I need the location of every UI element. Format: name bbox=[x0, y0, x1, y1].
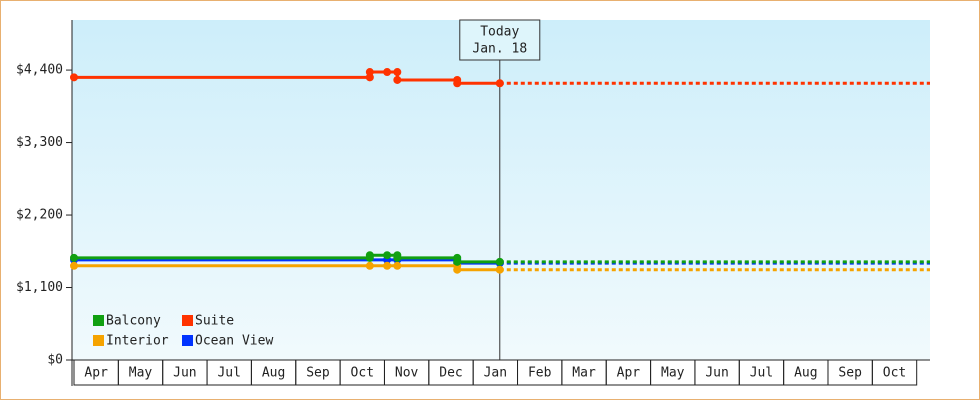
x-tick-label: Jan bbox=[484, 366, 507, 381]
legend-label: Balcony bbox=[106, 314, 161, 329]
x-tick-label: Jul bbox=[217, 366, 240, 381]
legend-label: Ocean View bbox=[195, 334, 273, 349]
point bbox=[393, 253, 402, 262]
point bbox=[365, 68, 374, 77]
legend-swatch bbox=[93, 315, 104, 326]
x-tick-label: Dec bbox=[439, 366, 462, 381]
y-tick-label: $0 bbox=[47, 353, 63, 368]
y-tick-label: $2,200 bbox=[16, 208, 63, 223]
x-tick-label: Oct bbox=[351, 366, 374, 381]
point bbox=[383, 68, 392, 77]
legend-swatch bbox=[182, 335, 193, 346]
point bbox=[383, 251, 392, 260]
x-tick-label: Jun bbox=[173, 366, 196, 381]
point bbox=[70, 73, 78, 82]
x-tick-label: Aug bbox=[794, 366, 817, 381]
x-tick-label: Nov bbox=[395, 366, 419, 381]
legend-label: Interior bbox=[106, 334, 169, 349]
legend-swatch bbox=[182, 315, 193, 326]
point bbox=[365, 261, 374, 270]
y-tick-label: $4,400 bbox=[16, 63, 63, 78]
today-label: Today bbox=[480, 25, 519, 40]
point bbox=[393, 261, 402, 270]
point bbox=[393, 68, 402, 77]
legend-label: Suite bbox=[195, 314, 234, 329]
point bbox=[393, 75, 402, 84]
x-tick-label: Mar bbox=[572, 366, 596, 381]
x-tick-label: May bbox=[129, 366, 153, 381]
point bbox=[453, 79, 462, 88]
point bbox=[495, 257, 504, 266]
x-tick-label: May bbox=[661, 366, 685, 381]
point bbox=[453, 257, 462, 266]
point bbox=[365, 251, 374, 260]
x-tick-cell bbox=[871, 359, 918, 386]
point bbox=[495, 79, 504, 88]
x-tick-label: Apr bbox=[617, 366, 641, 381]
legend-swatch bbox=[93, 335, 104, 346]
today-box bbox=[459, 19, 541, 61]
today-label: Jan. 18 bbox=[472, 42, 527, 57]
point bbox=[453, 265, 462, 274]
x-tick-label: Aug bbox=[262, 366, 285, 381]
x-tick-label: Jul bbox=[750, 366, 773, 381]
y-tick-label: $3,300 bbox=[16, 135, 63, 150]
x-tick-label: Oct bbox=[883, 366, 906, 381]
x-tick-label: Sep bbox=[838, 366, 862, 381]
plot-area bbox=[72, 20, 930, 360]
x-tick-label: Sep bbox=[306, 366, 330, 381]
x-tick-label: Jun bbox=[705, 366, 728, 381]
point bbox=[70, 261, 78, 270]
point bbox=[70, 253, 78, 262]
point bbox=[383, 261, 392, 270]
y-tick-label: $1,100 bbox=[16, 280, 63, 295]
x-tick-label: Apr bbox=[84, 366, 108, 381]
x-tick-label: Feb bbox=[528, 366, 552, 381]
point bbox=[495, 265, 504, 274]
